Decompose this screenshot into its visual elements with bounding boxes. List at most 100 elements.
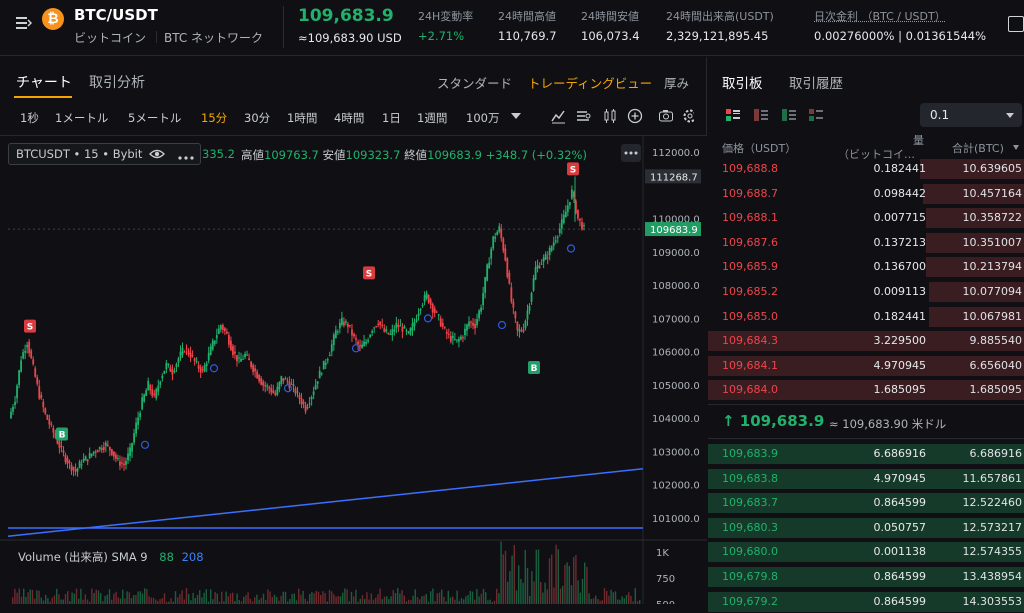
tab-trade-history[interactable]: 取引履歴 <box>789 76 843 92</box>
candle-body <box>70 464 73 472</box>
candle-body <box>298 394 301 399</box>
row-price: 109,680.0 <box>722 545 778 559</box>
legend-symbol[interactable]: BTCUSDT • 15 • Bybit <box>16 147 143 161</box>
candle-body <box>423 295 426 302</box>
volume-bar <box>97 590 100 604</box>
volume-bar <box>434 601 436 604</box>
pair-title[interactable]: BTC/USDT <box>74 6 158 24</box>
volume-bar <box>108 589 111 604</box>
timeframe-9[interactable]: 100万 <box>466 111 500 125</box>
ask-row[interactable]: 109,685.9 0.136700 10.213794 <box>708 256 1024 278</box>
tab-chart[interactable]: チャート <box>16 75 72 91</box>
row-total: 6.686916 <box>969 447 1023 460</box>
candle-body <box>421 304 424 306</box>
timeframe-3[interactable]: 15分 <box>201 111 228 125</box>
candle-type-icon[interactable] <box>602 108 618 124</box>
bid-row[interactable]: 109,679.8 0.864599 13.438954 <box>708 566 1024 588</box>
eye-icon[interactable] <box>149 148 165 160</box>
buy-signal <box>528 360 540 374</box>
stat-change-value: +2.71% <box>418 29 465 43</box>
precision-select[interactable] <box>920 103 1022 127</box>
layout-icon[interactable] <box>1008 16 1024 32</box>
stat-funding-label[interactable]: 日次金利 （BTC / USDT） <box>814 10 946 23</box>
view-both-icon[interactable] <box>726 109 740 121</box>
bid-row[interactable]: 109,683.8 4.970945 11.657861 <box>708 468 1024 490</box>
tab-depth[interactable]: 厚み <box>664 76 690 91</box>
candle-body <box>181 347 184 355</box>
bid-row[interactable]: 109,683.9 6.686916 6.686916 <box>708 443 1024 465</box>
marker-circle <box>423 314 433 323</box>
tab-orderbook[interactable]: 取引板 <box>722 76 763 92</box>
more-icon[interactable] <box>177 150 195 160</box>
ask-row[interactable]: 109,687.6 0.137213 10.351007 <box>708 232 1024 254</box>
volume-bar <box>157 600 159 604</box>
timeframe-1[interactable]: 1メートル <box>55 111 109 125</box>
candle-body <box>411 323 414 331</box>
candle-body <box>117 458 119 460</box>
candlestick-chart[interactable]: 112000.0 110000.0 109000.0 108000.0 107000.0… <box>0 136 707 604</box>
timeframe-2[interactable]: 5メートル <box>128 111 182 125</box>
bid-row[interactable]: 109,680.0 0.001138 12.574355 <box>708 541 1024 563</box>
indicator-icon[interactable] <box>550 108 566 124</box>
volume-bar <box>438 592 441 604</box>
view-depth-icon[interactable] <box>809 109 823 121</box>
candle-body <box>38 386 41 399</box>
candle-body <box>538 266 541 268</box>
candle-body <box>240 358 242 362</box>
bid-row[interactable]: 109,683.7 0.864599 12.522460 <box>708 492 1024 514</box>
bid-row[interactable]: 109,679.2 0.864599 14.303553 <box>708 591 1024 613</box>
volume-bar <box>346 589 348 604</box>
ask-row[interactable]: 109,688.1 0.007715 10.358722 <box>708 207 1024 229</box>
ask-row[interactable]: 109,688.7 0.098442 10.457164 <box>708 183 1024 205</box>
timeframe-8[interactable]: 1週間 <box>417 111 448 125</box>
candle-body <box>409 328 412 335</box>
legend-high: 109763.7 <box>264 148 319 162</box>
add-icon[interactable] <box>627 108 643 124</box>
ask-row[interactable]: 109,684.3 3.229500 9.885540 <box>708 330 1024 352</box>
timeframe-4[interactable]: 30分 <box>244 111 271 125</box>
timeframe-0[interactable]: 1秒 <box>20 111 39 125</box>
volume-bar <box>225 591 227 604</box>
gear-icon[interactable] <box>682 108 694 124</box>
ask-row[interactable]: 109,688.8 0.182441 10.639605 <box>708 158 1024 180</box>
candle-body <box>314 384 317 390</box>
ask-row[interactable]: 109,685.2 0.009113 10.077094 <box>708 281 1024 303</box>
timeframe-dropdown-icon[interactable] <box>511 113 521 119</box>
bid-row[interactable]: 109,680.3 0.050757 12.573217 <box>708 517 1024 539</box>
row-total: 6.656040 <box>969 358 1023 372</box>
tab-standard[interactable]: スタンダード <box>437 76 513 91</box>
row-price: 109,688.8 <box>722 162 778 175</box>
volume-bar <box>452 596 454 604</box>
tab-trade-analysis[interactable]: 取引分析 <box>89 75 145 91</box>
candle-body <box>60 445 63 447</box>
candle-body <box>54 432 57 438</box>
volume-bar <box>207 601 210 604</box>
legend-collapse-icon[interactable] <box>621 144 641 162</box>
sort-icon[interactable] <box>1013 145 1019 150</box>
candle-body <box>429 299 432 305</box>
volume-bar <box>49 601 51 604</box>
view-asks-icon[interactable] <box>754 109 768 121</box>
timeframe-6[interactable]: 4時間 <box>334 111 365 125</box>
candle-body <box>40 394 43 399</box>
camera-icon[interactable] <box>658 108 674 124</box>
candle-body <box>74 469 77 472</box>
depth-bar <box>708 567 1024 587</box>
volume-bar <box>546 589 548 604</box>
timeframe-5[interactable]: 1時間 <box>287 111 318 125</box>
chart-settings-icon[interactable] <box>575 108 591 124</box>
row-total: 10.213794 <box>962 260 1023 274</box>
volume-bar <box>302 590 304 604</box>
buy-signal <box>56 427 68 441</box>
ask-row[interactable]: 109,685.0 0.182441 10.067981 <box>708 306 1024 328</box>
tab-tradingview[interactable]: トレーディングビュー <box>528 76 653 91</box>
volume-bar <box>333 594 335 604</box>
ask-row[interactable]: 109,684.0 1.685095 1.685095 <box>708 379 1024 401</box>
view-bids-icon[interactable] <box>782 109 796 121</box>
menu-icon[interactable] <box>16 16 33 30</box>
candle-body <box>123 463 125 466</box>
timeframe-7[interactable]: 1日 <box>382 111 401 125</box>
candle-body <box>359 344 361 347</box>
row-price: 109,683.8 <box>722 471 778 485</box>
ask-row[interactable]: 109,684.1 4.970945 6.656040 <box>708 355 1024 377</box>
